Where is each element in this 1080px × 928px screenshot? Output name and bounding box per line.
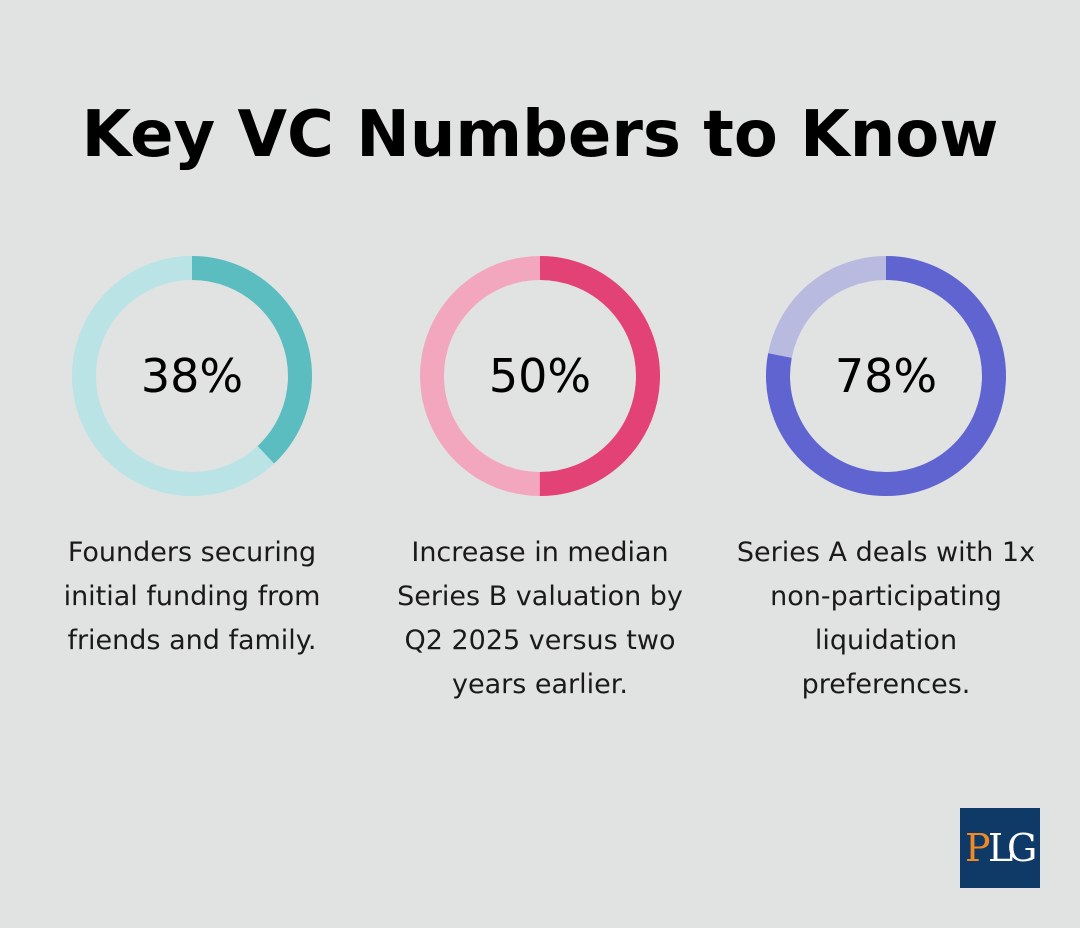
stat-description: Series A deals with 1x non-participating…	[736, 537, 1036, 700]
logo-letter-p: P	[965, 826, 991, 870]
page-title: Key VC Numbers to Know	[81, 98, 999, 172]
stat-description: Founders securing initial funding from f…	[63, 537, 321, 656]
plg-logo: P L G	[960, 808, 1040, 888]
stat-value: 78%	[834, 349, 938, 403]
stat-description: Increase in median Series B valuation by…	[397, 537, 683, 700]
logo-letter-l: L	[988, 826, 1014, 870]
donut-chart-50	[420, 256, 660, 496]
donut-chart-78	[766, 256, 1006, 496]
logo-letter-g: G	[1007, 826, 1038, 870]
stat-value: 38%	[140, 349, 244, 403]
donut-chart-38	[72, 256, 312, 496]
stat-value: 50%	[488, 349, 592, 403]
